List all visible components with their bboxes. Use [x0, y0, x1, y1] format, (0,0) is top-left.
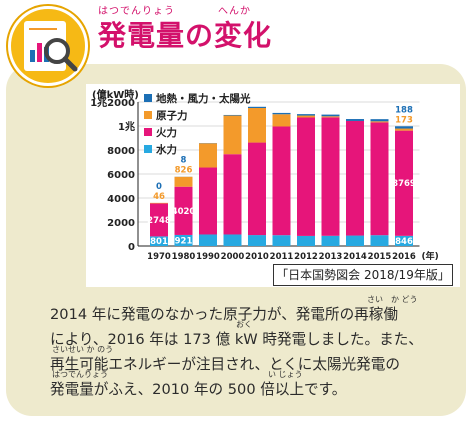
- legend-swatch-地熱・風力・太陽光: [144, 94, 152, 102]
- legend-swatch-火力: [144, 128, 152, 136]
- x-tick-label: 1970: [147, 252, 171, 262]
- x-tick-label: 2013: [319, 252, 343, 262]
- description-line-3: 再生可能エネルギーが注目され、とくに太陽光発電の: [50, 356, 400, 373]
- legend-label-地熱・風力・太陽光: 地熱・風力・太陽光: [156, 92, 251, 105]
- bar-2000-水力: [223, 234, 242, 246]
- bar-2013-原子力: [321, 116, 340, 118]
- bar-2000-地熱・風力・太陽光: [223, 114, 242, 116]
- ruby-saiseikanou: さいせい か のう: [52, 345, 114, 354]
- bar-2016-地熱・風力・太陽光: [395, 126, 413, 129]
- bar-2016-水力: [395, 235, 413, 246]
- bar-2013-火力: [321, 117, 340, 236]
- description-line-1: 2014 年に発電のなかった原子力が、発電所の再稼働: [50, 306, 398, 323]
- description-line-2: により、2016 年は 173 億 kW 時発電しました。また、: [50, 331, 423, 348]
- title-ruby-hatsudenryou: はつでんりょう: [98, 6, 175, 17]
- bar-1980-原子力: [174, 176, 193, 187]
- bar-2000-火力: [223, 154, 242, 235]
- source-caption: 「日本国勢図会 2018/19年版」: [273, 264, 453, 286]
- x-unit-label: (年): [422, 250, 439, 262]
- description-line-4: 発電量がふえ、2010 年の 500 倍以上です。: [50, 381, 347, 398]
- ruby-oku: おく: [236, 320, 252, 329]
- title-ruby-henka: へんか: [218, 6, 251, 17]
- ruby-ijou: い じょう: [268, 370, 303, 379]
- x-tick-label: 2015: [368, 252, 392, 262]
- bar-2010-水力: [248, 235, 266, 246]
- bar-2012-水力: [297, 235, 315, 246]
- ruby-hatsudenryou: はつでんりょう: [52, 370, 108, 379]
- page-title: 発電量の変化: [98, 19, 273, 52]
- bar-2015-水力: [370, 235, 389, 246]
- bar-2016-原子力: [395, 128, 413, 131]
- x-tick-label: 1990: [196, 252, 220, 262]
- x-tick-label: 2000: [221, 252, 245, 262]
- bar-2013-地熱・風力・太陽光: [321, 114, 340, 117]
- x-tick-label: 2011: [270, 252, 294, 262]
- bar-1970-原子力: [150, 202, 168, 204]
- data-label: 8769: [392, 179, 416, 189]
- bar-2014-水力: [346, 235, 364, 246]
- ruby-saikadou: さい か どう: [367, 295, 418, 304]
- bar-2015-地熱・風力・太陽光: [370, 119, 389, 122]
- bar-1990-火力: [199, 167, 217, 235]
- bar-1990-原子力: [199, 143, 217, 168]
- bar-1980-火力: [174, 186, 193, 235]
- bar-1970-火力: [150, 203, 168, 237]
- data-label: 801: [150, 237, 168, 247]
- data-label: 0: [156, 182, 162, 192]
- bar-2014-火力: [346, 120, 364, 236]
- bar-2010-火力: [248, 142, 266, 236]
- bar-2011-地熱・風力・太陽光: [272, 112, 291, 115]
- bar-2012-原子力: [297, 115, 315, 118]
- data-label: 188: [395, 105, 413, 115]
- bar-2010-原子力: [248, 108, 266, 143]
- legend-swatch-原子力: [144, 111, 152, 119]
- x-tick-label: 2010: [245, 252, 269, 262]
- bar-2015-火力: [370, 122, 389, 236]
- bar-1990-水力: [199, 234, 217, 246]
- bar-2013-水力: [321, 235, 340, 246]
- bar-2012-地熱・風力・太陽光: [297, 114, 315, 116]
- legend-label-原子力: 原子力: [156, 109, 188, 122]
- bar-2000-原子力: [223, 115, 242, 155]
- y-tick-label: 1兆2000: [90, 96, 135, 109]
- legend-swatch-水力: [144, 145, 152, 153]
- data-label: 4020: [172, 207, 196, 217]
- y-tick-label: 0: [128, 242, 135, 253]
- data-label: 8: [181, 156, 187, 166]
- legend-label-水力: 水力: [155, 143, 177, 156]
- y-tick-label: 1兆: [118, 120, 135, 133]
- data-label: 173: [395, 115, 413, 125]
- bar-2015-原子力: [370, 121, 389, 123]
- x-tick-label: 2014: [343, 252, 367, 262]
- y-tick-label: 6000: [107, 170, 135, 181]
- x-tick-label: 2012: [294, 252, 318, 262]
- x-tick-label: 1980: [172, 252, 196, 262]
- data-label: 46: [153, 192, 165, 202]
- bar-1970-水力: [150, 236, 168, 246]
- bar-1980-水力: [174, 234, 193, 246]
- y-unit-label: (億kW時): [92, 88, 139, 101]
- bar-2012-火力: [297, 117, 315, 236]
- data-label: 921: [175, 236, 193, 246]
- y-tick-label: 2000: [107, 218, 135, 229]
- chart-panel: 0 2000 4000 6000 8000 1兆 1兆2000 (億kW時) 1970 1980 1…: [86, 84, 460, 287]
- bar-2011-原子力: [272, 114, 291, 127]
- bar-2011-火力: [272, 126, 291, 236]
- bar-2011-水力: [272, 235, 291, 246]
- legend-label-火力: 火力: [156, 126, 177, 139]
- y-tick-label: 8000: [107, 146, 135, 157]
- y-tick-label: 4000: [107, 194, 135, 205]
- bar-2010-地熱・風力・太陽光: [248, 106, 266, 108]
- x-tick-label: 2016: [392, 252, 416, 262]
- bar-2016-火力: [395, 130, 413, 236]
- magnifier-chart-icon: [8, 6, 88, 86]
- bar-2014-地熱・風力・太陽光: [346, 119, 364, 121]
- data-label: 846: [395, 237, 413, 247]
- description-text: 2014 年に発電のなかった原子力が、発電所の再稼働 により、2016 年は 1…: [50, 302, 460, 402]
- data-label: 2748: [147, 216, 171, 226]
- data-label: 826: [175, 166, 193, 176]
